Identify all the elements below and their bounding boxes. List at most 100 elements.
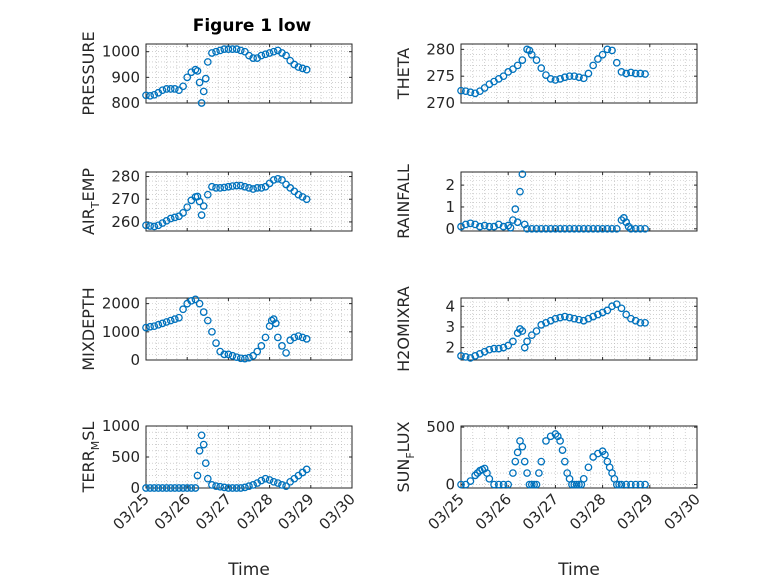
data-point: [490, 344, 498, 353]
data-point: [195, 197, 204, 206]
data-point: [154, 320, 163, 329]
data-point: [195, 446, 204, 455]
data-point: [518, 170, 527, 179]
data-point: [158, 219, 167, 227]
data-point: [150, 222, 159, 231]
data-point: [245, 482, 253, 490]
data-point: [236, 354, 245, 363]
data-point: [199, 440, 208, 449]
data-point: [518, 442, 527, 451]
subplot-rainfall: 0 1 2 RAINFALL: [394, 164, 698, 239]
data-point: [466, 219, 475, 228]
data-point: [232, 45, 241, 53]
y-tick-label: 500: [426, 418, 455, 436]
data-point: [494, 344, 503, 353]
data-point: [278, 342, 286, 350]
data-point: [499, 343, 508, 352]
data-point: [273, 333, 282, 342]
data-point: [542, 437, 550, 445]
data-point: [203, 474, 212, 483]
data-point: [584, 463, 593, 472]
data-point: [485, 345, 494, 354]
data-point: [162, 318, 171, 326]
subplot-h2omixra: 2 3 4 H2OMIXRA: [394, 286, 698, 372]
data-point: [466, 477, 475, 485]
data-point: [146, 222, 154, 230]
data-point: [532, 480, 541, 489]
data-point: [622, 218, 631, 227]
data-point: [622, 69, 631, 78]
data-point: [636, 480, 645, 489]
y-tick-label: 1000: [102, 323, 140, 341]
data-point: [513, 61, 522, 70]
data-point: [261, 50, 270, 59]
data-point: [158, 484, 167, 492]
y-tick-label: 0: [445, 476, 455, 494]
y-axis-label: TERRMSL: [79, 422, 102, 494]
data-point: [302, 65, 311, 74]
data-point: [265, 49, 274, 57]
data-point: [551, 224, 560, 233]
axes-box: [460, 297, 698, 361]
data-point: [195, 299, 204, 308]
data-series: [457, 300, 649, 362]
data-point: [162, 85, 171, 93]
data-point: [594, 224, 602, 233]
data-point: [261, 333, 270, 342]
data-point: [535, 469, 543, 477]
data-point: [146, 91, 154, 100]
data-series: [457, 45, 649, 98]
data-point: [195, 78, 204, 87]
data-point: [520, 220, 529, 229]
data-point: [617, 304, 626, 313]
data-point: [523, 224, 531, 233]
data-point: [525, 46, 534, 55]
data-point: [490, 480, 498, 489]
data-point: [546, 316, 555, 325]
data-point: [490, 222, 498, 231]
data-point: [302, 195, 311, 204]
data-point: [257, 51, 266, 60]
y-tick-label: 0: [130, 351, 140, 369]
data-point: [220, 183, 229, 192]
data-point: [179, 484, 187, 492]
data-point: [556, 313, 564, 322]
data-point: [193, 67, 202, 75]
data-point: [622, 310, 631, 319]
y-tick-label: 1000: [102, 417, 140, 435]
data-point: [203, 316, 212, 325]
data-series: [142, 295, 311, 363]
data-point: [546, 224, 555, 233]
data-point: [228, 182, 237, 190]
y-axis-label: PRESSURE: [79, 31, 98, 115]
data-point: [641, 480, 649, 489]
data-point: [556, 437, 564, 445]
data-point: [542, 224, 550, 233]
data-point: [273, 174, 282, 183]
data-point: [150, 90, 159, 99]
y-tick-label: 800: [111, 94, 140, 112]
data-point: [150, 484, 159, 492]
data-point: [257, 476, 266, 485]
data-point: [518, 327, 527, 335]
data-point: [253, 347, 262, 356]
data-point: [261, 474, 270, 483]
data-point: [560, 224, 569, 233]
data-point: [199, 87, 208, 96]
data-point: [183, 203, 192, 212]
data-point: [179, 305, 187, 314]
data-point: [636, 318, 645, 327]
data-point: [584, 224, 593, 233]
data-point: [241, 182, 249, 191]
data-point: [199, 308, 208, 316]
data-point: [579, 316, 588, 325]
data-point: [575, 224, 583, 233]
data-point: [269, 315, 278, 323]
data-point: [608, 224, 616, 233]
data-point: [513, 218, 522, 227]
data-point: [551, 314, 560, 323]
data-point: [257, 184, 266, 192]
data-point: [197, 431, 206, 440]
data-point: [298, 64, 307, 73]
